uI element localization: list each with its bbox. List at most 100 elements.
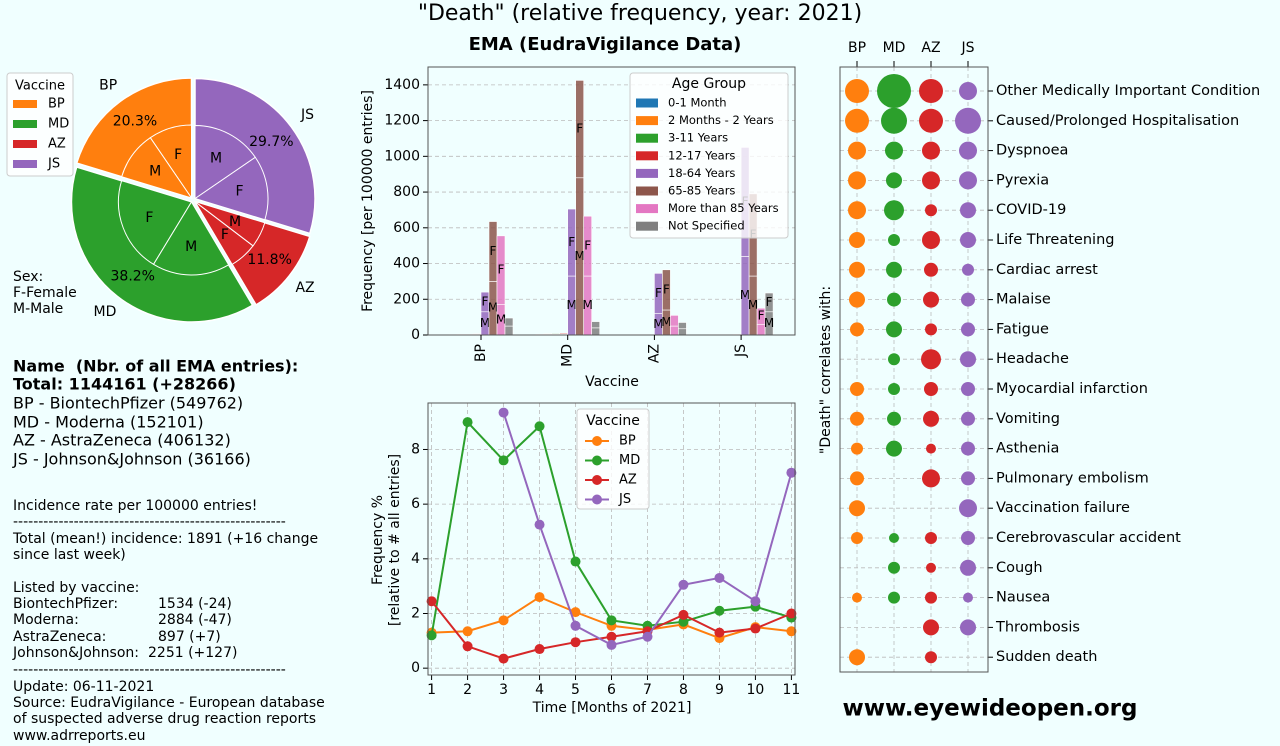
stack-label: M: [661, 315, 671, 329]
pie-inner-label: M: [229, 214, 241, 230]
x-tick-label: JS: [733, 344, 749, 358]
legend-label: 0-1 Month: [668, 96, 726, 110]
bubble: [959, 141, 977, 160]
stack-label: M: [583, 298, 593, 312]
legend-label: AZ: [619, 473, 637, 488]
info-separator: ----------------------------------------…: [13, 662, 286, 678]
bubble: [888, 234, 900, 246]
bubble: [852, 592, 862, 603]
bar-segment: [559, 333, 569, 335]
bar-segment: [551, 333, 561, 335]
legend-swatch: [13, 160, 37, 168]
info-total-incidence: since last week): [13, 547, 126, 563]
y-tick-label: 8: [411, 441, 420, 457]
line-point: [498, 407, 509, 418]
bubble: [923, 291, 939, 308]
bubble: [961, 322, 975, 337]
info-note: Incidence rate per 100000 entries!: [13, 498, 257, 514]
row-label: Dyspnoea: [996, 143, 1068, 159]
bubble: [925, 532, 937, 544]
bubble: [924, 382, 938, 396]
line-point: [498, 653, 509, 664]
bubble: [850, 471, 864, 486]
sex-note: M-Male: [13, 301, 63, 317]
y-tick-label: 1000: [384, 148, 420, 164]
stack-label: F: [482, 294, 489, 308]
info-listed-name: Johnson&Johnson:: [12, 645, 139, 661]
legend-label: BP: [619, 434, 636, 449]
legend-swatch: [636, 186, 658, 196]
info-update: Update: 06-11-2021: [13, 679, 154, 695]
stack-label: F: [490, 244, 497, 258]
bubble: [849, 261, 865, 278]
line-point: [606, 631, 617, 642]
axes-frame: [427, 66, 796, 336]
stack-label: M: [488, 301, 498, 315]
y-tick-label: 200: [393, 291, 420, 307]
bar-segment: [678, 328, 687, 336]
bubble: [963, 592, 973, 603]
info-source: Source: EudraVigilance - European databa…: [13, 695, 325, 711]
legend-swatch: [636, 168, 658, 178]
bubble: [925, 651, 937, 664]
bubble: [959, 171, 977, 190]
bubble: [848, 171, 866, 190]
row-label: Fatigue: [996, 321, 1049, 337]
line-point: [714, 627, 725, 638]
bar-segment: [670, 315, 679, 327]
bar-segment: [662, 269, 671, 311]
x-tick-label: 8: [679, 682, 688, 698]
pie-category-label: BP: [99, 78, 117, 94]
legend-swatch: [636, 98, 658, 108]
stack-label: F: [758, 309, 765, 323]
bubble: [960, 202, 976, 219]
row-label: Other Medically Important Condition: [996, 83, 1260, 99]
column-label: BP: [848, 40, 866, 56]
x-tick-label: 11: [782, 682, 800, 698]
pie-inner-label: M: [149, 163, 161, 179]
y-tick-label: 800: [393, 184, 420, 200]
row-label: COVID-19: [996, 202, 1066, 218]
bubble: [888, 591, 900, 604]
x-tick-label: 2: [463, 682, 472, 698]
pie-category-label: JS: [300, 107, 314, 123]
info-source: www.adrreports.eu: [13, 728, 145, 744]
stack-label: M: [480, 316, 490, 330]
bar-segment: [591, 321, 601, 329]
axes-frame: [427, 402, 796, 676]
bubble: [849, 500, 865, 517]
pie-slice-group: FM 11.8%AZ: [193, 200, 315, 306]
x-axis-label: Time [Months of 2021]: [532, 700, 692, 716]
y-axis-label: Frequency [per 100000 entries]: [360, 90, 376, 312]
pie-inner-label: M: [210, 151, 222, 167]
info-vaccine: BP - BiontechPfizer (549762): [13, 394, 243, 413]
y-axis-label: [relative to # all entries]: [387, 454, 403, 626]
line-point: [462, 417, 473, 428]
pie-inner-slice: [194, 125, 256, 200]
sex-note: F-Female: [13, 285, 77, 301]
bubble: [960, 619, 976, 636]
legend-label: 2 Months - 2 Years: [668, 113, 774, 127]
bar-segment: [591, 327, 601, 336]
main-title: "Death" (relative frequency, year: 2021): [418, 1, 862, 26]
legend-marker: [592, 455, 602, 466]
info-listed-heading: Listed by vaccine:: [13, 580, 139, 596]
bar-segment: [583, 215, 593, 277]
legend-swatch: [636, 221, 658, 231]
info-vaccine: JS - Johnson&Johnson (36166): [12, 450, 251, 469]
legend-swatch: [636, 133, 658, 143]
bar-segment: [575, 80, 585, 179]
bubble: [851, 442, 863, 455]
line-point: [678, 616, 689, 627]
bubble: [888, 561, 900, 574]
legend-label: JS: [618, 492, 631, 507]
legend-marker: [592, 436, 602, 446]
legend-label: Not Specified: [668, 219, 745, 233]
pie-category-label: AZ: [295, 280, 314, 296]
legend-label: 3-11 Years: [668, 131, 728, 145]
row-label: Life Threatening: [996, 232, 1114, 248]
bubble: [851, 532, 863, 544]
pie-inner-slice: [193, 156, 269, 221]
